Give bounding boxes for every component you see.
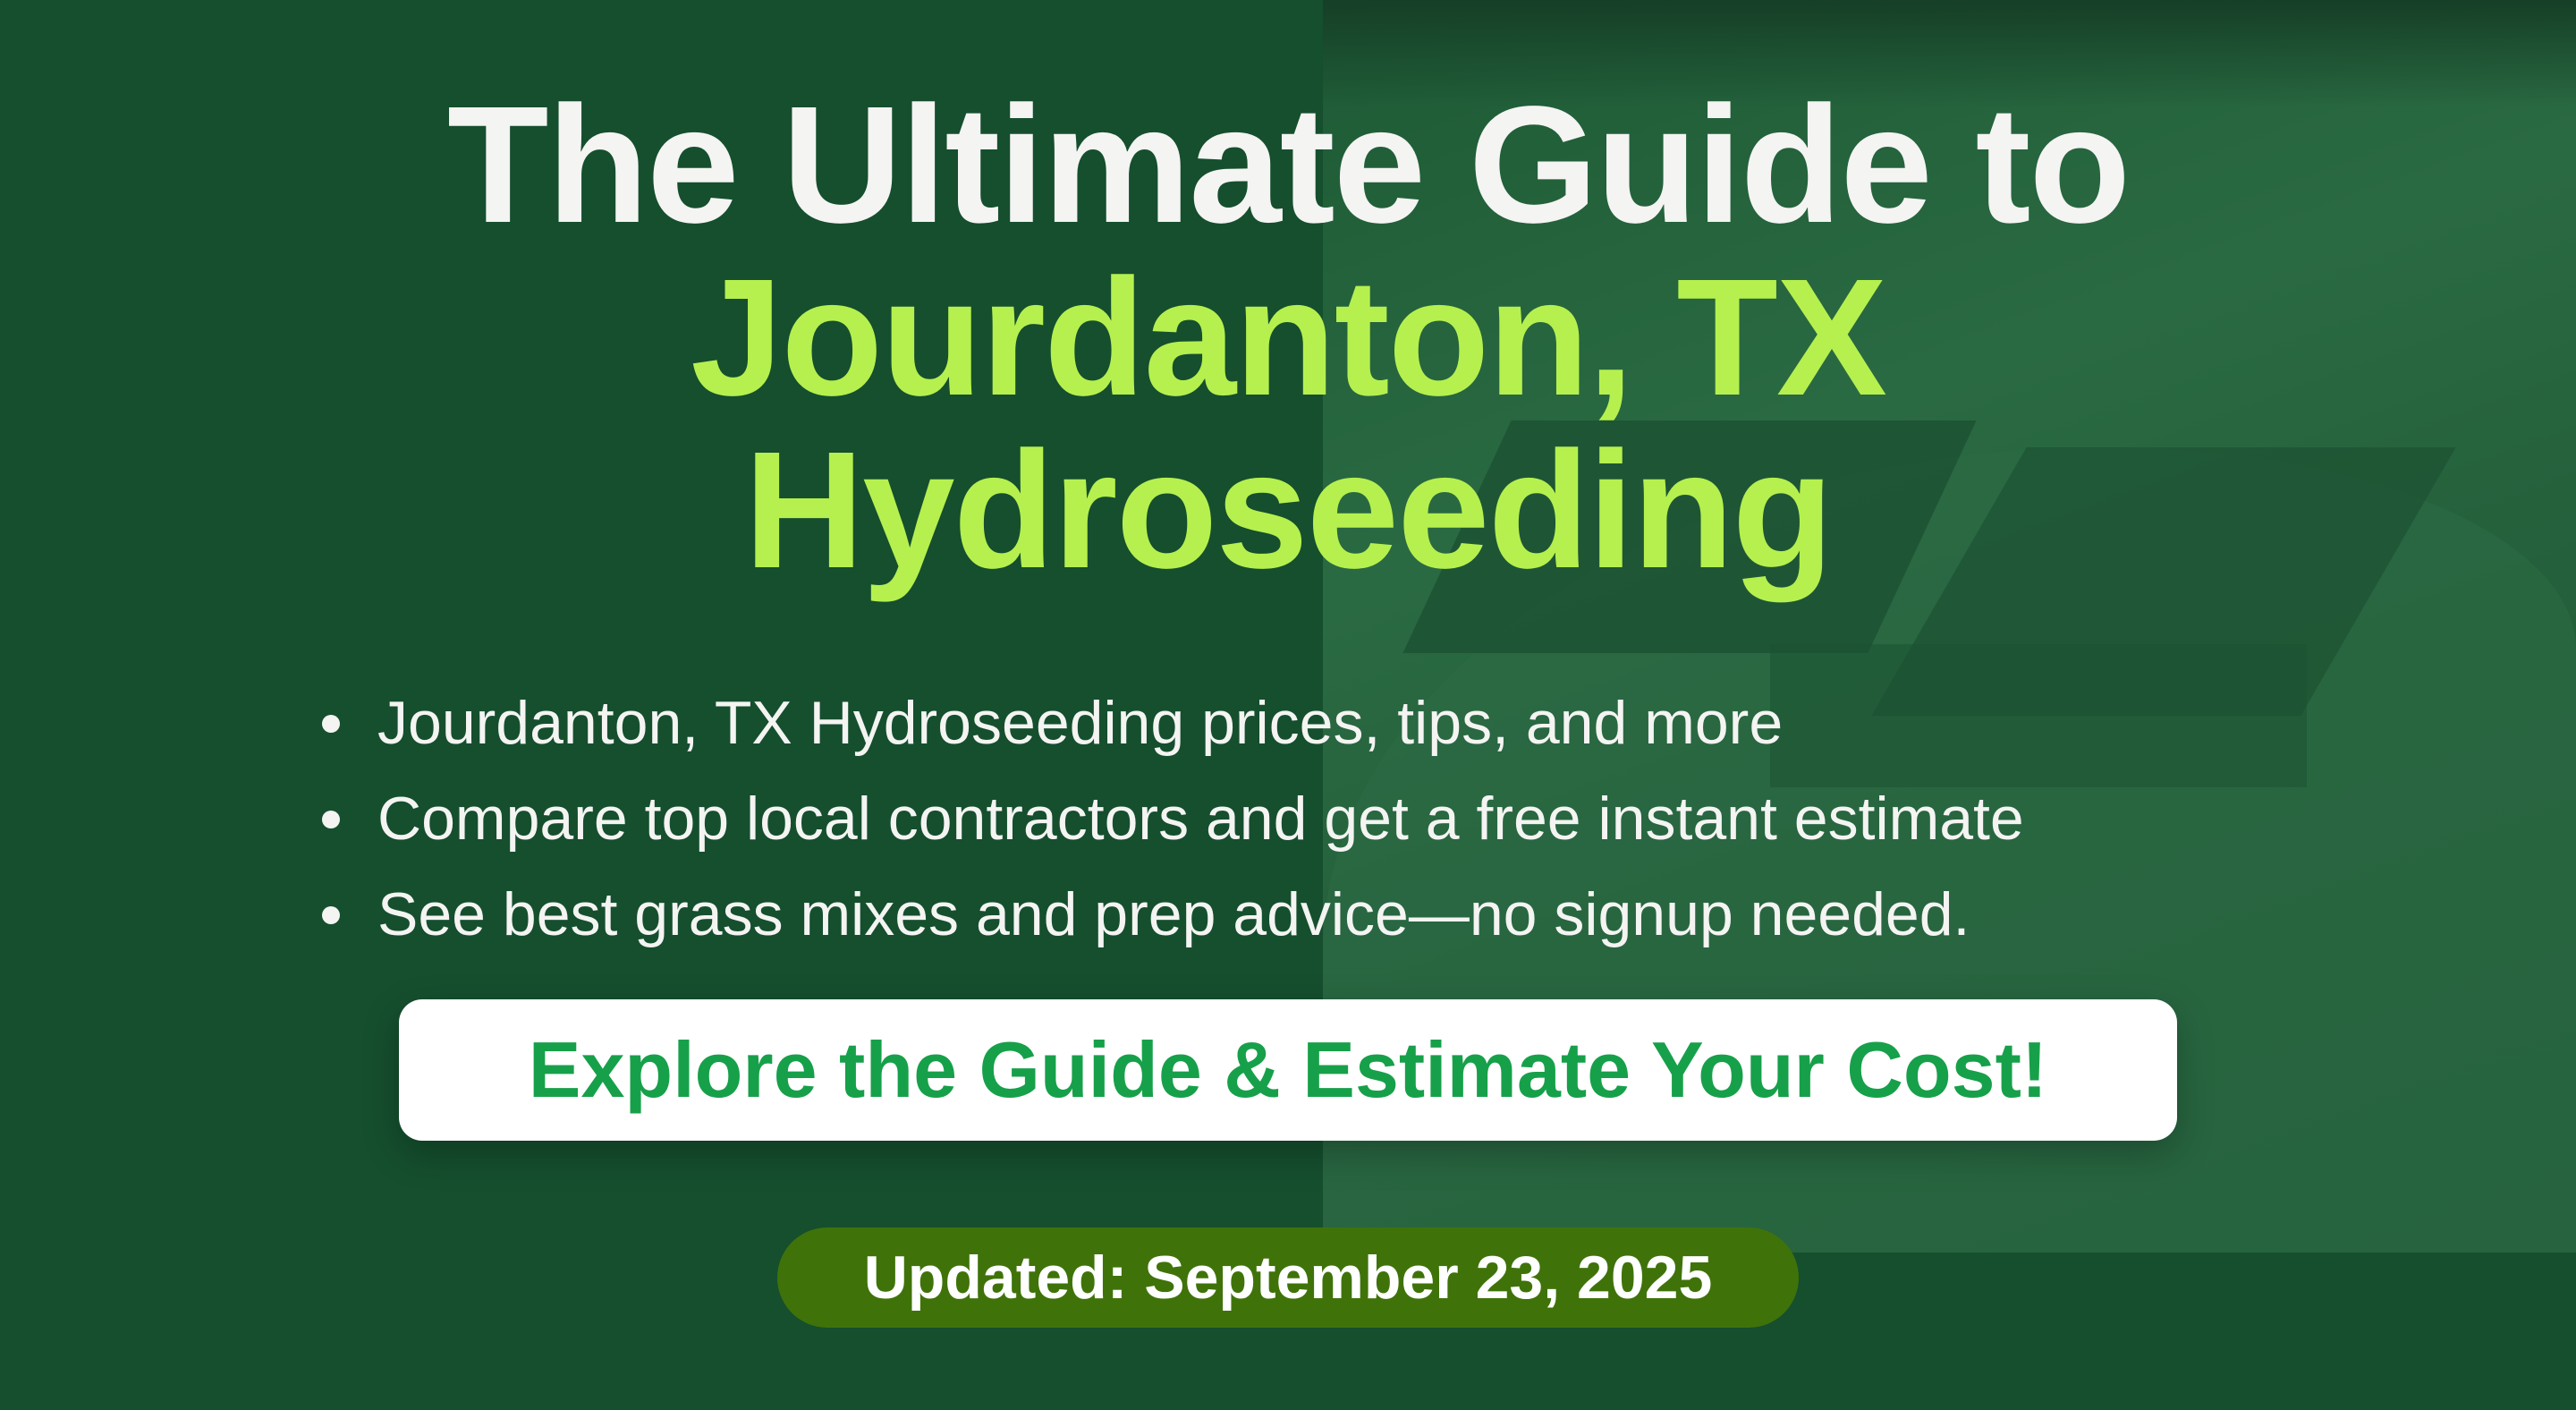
list-item-text: Compare top local contractors and get a … [377, 785, 2024, 853]
list-item: See best grass mixes and prep advice—no … [322, 867, 2024, 963]
bullet-icon [322, 811, 340, 828]
tree-line [1323, 0, 2576, 107]
updated-date-badge: Updated: September 23, 2025 [777, 1227, 1799, 1328]
headline-line-1: The Ultimate Guide to [446, 72, 2131, 258]
headline-line-3: Hydroseeding [743, 418, 1834, 603]
list-item: Jourdanton, TX Hydroseeding prices, tips… [322, 675, 2024, 771]
headline-line-2: Jourdanton, TX [691, 245, 1887, 430]
house-wall [1770, 644, 2307, 787]
bullet-icon [322, 715, 340, 733]
list-item-text: See best grass mixes and prep advice—no … [377, 880, 1970, 948]
bullet-icon [322, 906, 340, 924]
explore-guide-button[interactable]: Explore the Guide & Estimate Your Cost! [399, 999, 2177, 1141]
list-item: Compare top local contractors and get a … [322, 771, 2024, 867]
list-item-text: Jourdanton, TX Hydroseeding prices, tips… [377, 689, 1784, 757]
feature-list: Jourdanton, TX Hydroseeding prices, tips… [322, 675, 2024, 963]
